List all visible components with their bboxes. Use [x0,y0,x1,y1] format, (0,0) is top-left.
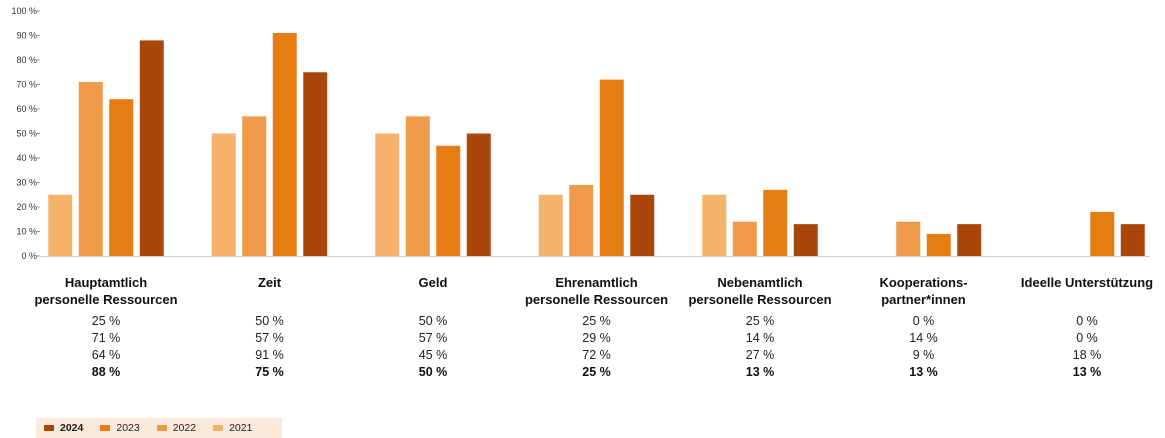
category-label: personelle Ressourcen [34,292,177,307]
bar-2024-1 [303,72,328,256]
bar-2024-3 [630,194,655,256]
category-label: Ehrenamtlich [555,275,637,290]
data-label-2024: 50 % [419,365,448,379]
bar-2022-5 [896,221,921,256]
data-label-2022: 14 % [909,331,938,345]
y-tick-label: 40 % [16,153,37,163]
bar-2024-4 [793,224,818,256]
data-label-2021: 0 % [913,314,935,328]
data-label-2023: 9 % [913,348,935,362]
legend-item-2022: 2022 [156,422,197,434]
bar-2024-2 [466,133,491,256]
data-label-2022: 57 % [255,331,284,345]
bar-2022-3 [569,184,594,256]
bar-2021-1 [211,133,236,256]
legend-label: 2021 [229,422,253,434]
category-label: Nebenamtlich [717,275,802,290]
data-label-2022: 14 % [746,331,775,345]
data-label-2023: 91 % [255,348,284,362]
legend-item-2024: 2024 [44,422,83,434]
bar-2023-6 [1090,211,1115,256]
data-label-2023: 72 % [582,348,611,362]
category-label: partner*innen [881,292,966,307]
data-label-2024: 13 % [746,365,775,379]
y-tick-label: 60 % [16,104,37,114]
y-tick-label: 90 % [16,31,37,41]
legend-swatch [156,425,167,431]
data-label-2021: 0 % [1076,314,1098,328]
bar-2024-6 [1120,224,1145,256]
bar-2021-2 [375,133,400,256]
legend-item-2021: 2021 [213,422,252,434]
y-tick-label: 50 % [16,129,37,139]
data-label-2024: 13 % [1073,365,1102,379]
data-label-2022: 0 % [1076,331,1098,345]
legend-item-2023: 2023 [100,422,140,434]
data-label-2021: 25 % [582,314,611,328]
y-tick-label: 0 % [21,251,37,261]
y-tick-label: 70 % [16,80,37,90]
chart-legend: 2024 2023 2022 2021 [36,418,282,438]
legend-label: 2024 [60,422,84,434]
data-label-2022: 29 % [582,331,611,345]
category-label: Geld [419,275,448,290]
legend-label: 2023 [116,422,140,434]
y-tick-label: 100 % [11,6,37,16]
category-label: Hauptamtlich [65,275,147,290]
data-label-2021: 50 % [419,314,448,328]
y-tick-label: 30 % [16,178,37,188]
data-label-2021: 25 % [92,314,121,328]
data-label-2023: 64 % [92,348,121,362]
bar-2021-0 [48,194,73,256]
bar-2024-0 [139,40,164,257]
data-label-2021: 50 % [255,314,284,328]
bar-2021-4 [702,194,727,256]
bar-2022-0 [78,82,103,256]
y-tick-label: 80 % [16,55,37,65]
data-label-2024: 13 % [909,365,938,379]
data-label-2024: 25 % [582,365,611,379]
bar-2023-1 [272,33,297,256]
legend-swatch [213,425,224,431]
category-label: Ideelle Unterstützung [1021,275,1153,290]
legend-swatch [100,425,111,431]
data-label-2024: 75 % [255,365,284,379]
data-label-2023: 18 % [1073,348,1102,362]
legend-swatch [44,425,54,431]
bar-2023-4 [763,189,788,256]
bar-2022-2 [405,116,430,256]
bar-2024-5 [957,224,982,256]
data-label-2022: 57 % [419,331,448,345]
bar-2023-2 [436,145,461,256]
bar-2023-0 [109,99,134,256]
y-tick-label: 20 % [16,202,37,212]
data-label-2024: 88 % [92,365,121,379]
bar-2023-3 [599,79,624,256]
legend-label: 2022 [172,422,197,434]
data-label-2023: 45 % [419,348,448,362]
data-label-2022: 71 % [92,331,121,345]
category-label: Kooperations- [879,275,967,290]
category-label: personelle Ressourcen [525,292,668,307]
bar-2022-4 [732,221,757,256]
data-label-2021: 25 % [746,314,775,328]
category-label: Zeit [258,275,282,290]
data-label-2023: 27 % [746,348,775,362]
category-label: personelle Ressourcen [688,292,831,307]
bar-2023-5 [926,233,951,256]
y-tick-label: 10 % [16,227,37,237]
bar-2022-1 [242,116,267,256]
bar-2021-3 [538,194,563,256]
